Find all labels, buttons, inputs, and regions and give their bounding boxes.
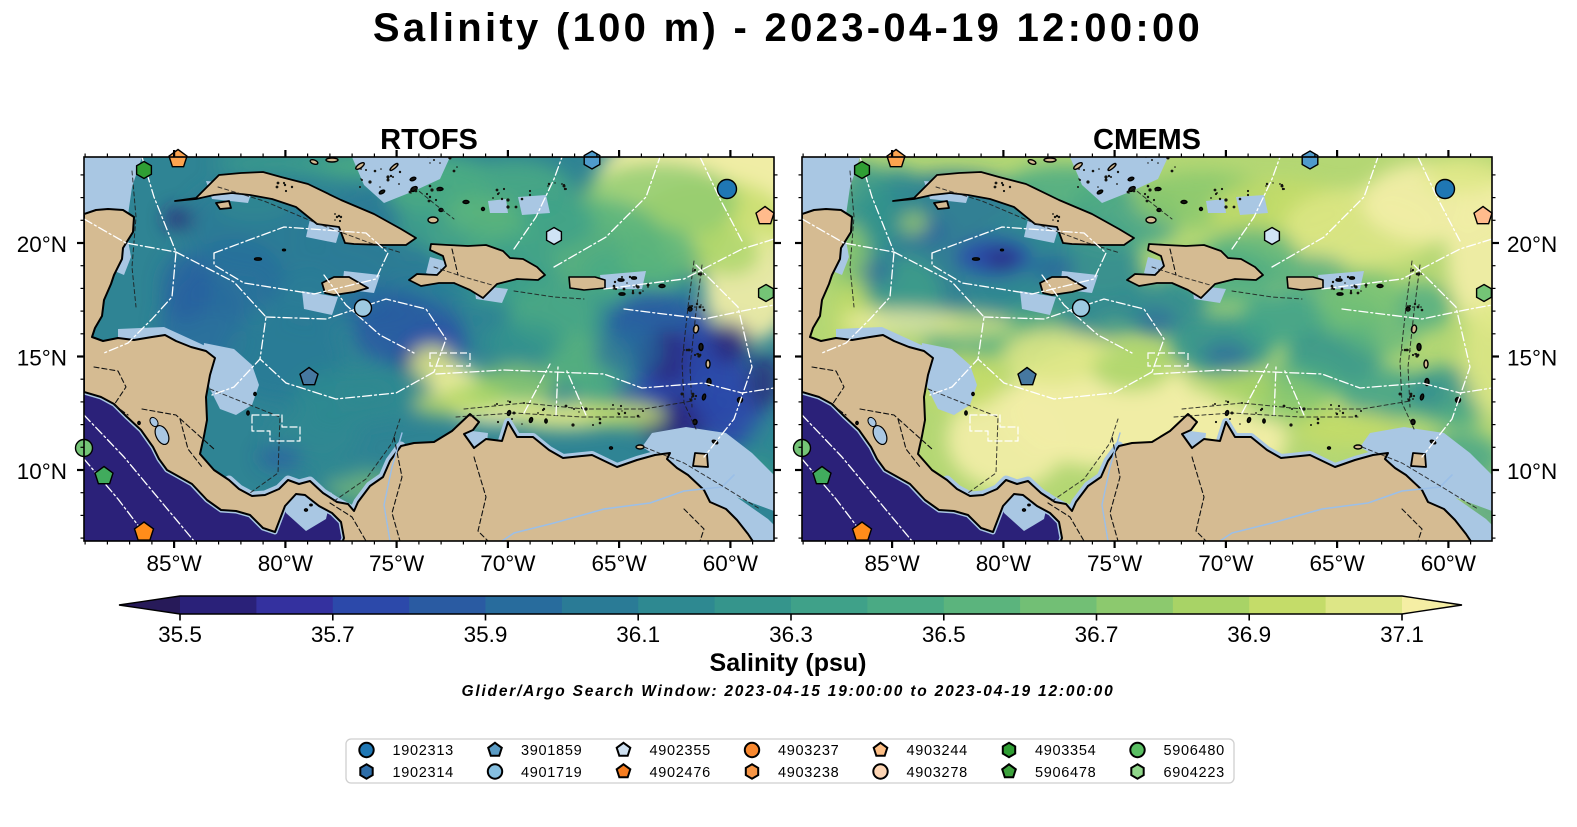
svg-text:10°N: 10°N [1507,459,1557,484]
svg-text:85°W: 85°W [864,551,920,576]
svg-text:36.9: 36.9 [1227,622,1271,647]
svg-text:85°W: 85°W [146,551,202,576]
svg-text:60°W: 60°W [703,551,759,576]
svg-text:36.3: 36.3 [769,622,813,647]
svg-text:Salinity (100 m) - 2023-04-19: Salinity (100 m) - 2023-04-19 12:00:00 [373,6,1203,50]
svg-text:70°W: 70°W [1198,551,1254,576]
svg-text:4903237: 4903237 [778,743,839,759]
svg-text:36.1: 36.1 [616,622,660,647]
svg-text:4903354: 4903354 [1035,743,1096,759]
svg-text:15°N: 15°N [1507,346,1557,371]
svg-text:10°N: 10°N [17,459,67,484]
svg-text:70°W: 70°W [480,551,536,576]
svg-text:65°W: 65°W [1309,551,1365,576]
svg-text:1902313: 1902313 [393,743,454,759]
svg-text:4903278: 4903278 [907,765,968,781]
svg-text:20°N: 20°N [17,232,67,257]
svg-text:4901719: 4901719 [521,765,582,781]
svg-text:37.1: 37.1 [1380,622,1424,647]
svg-text:4902355: 4902355 [650,743,711,759]
svg-text:36.5: 36.5 [922,622,966,647]
svg-text:60°W: 60°W [1421,551,1477,576]
svg-text:80°W: 80°W [976,551,1032,576]
svg-text:1902314: 1902314 [393,765,454,781]
svg-text:6904223: 6904223 [1164,765,1225,781]
svg-text:CMEMS: CMEMS [1093,124,1201,156]
svg-text:15°N: 15°N [17,346,67,371]
svg-text:4902476: 4902476 [650,765,711,781]
svg-text:RTOFS: RTOFS [380,124,478,156]
svg-text:Glider/Argo Search Window: 202: Glider/Argo Search Window: 2023-04-15 19… [461,683,1114,700]
svg-text:80°W: 80°W [258,551,314,576]
svg-text:4903238: 4903238 [778,765,839,781]
svg-text:65°W: 65°W [591,551,647,576]
svg-text:35.9: 35.9 [464,622,508,647]
svg-text:5906478: 5906478 [1035,765,1096,781]
svg-text:75°W: 75°W [369,551,425,576]
svg-text:3901859: 3901859 [521,743,582,759]
svg-text:75°W: 75°W [1087,551,1143,576]
svg-text:5906480: 5906480 [1164,743,1225,759]
svg-text:36.7: 36.7 [1075,622,1119,647]
svg-text:4903244: 4903244 [907,743,968,759]
svg-text:20°N: 20°N [1507,232,1557,257]
svg-text:Salinity (psu): Salinity (psu) [710,649,867,677]
svg-text:35.7: 35.7 [311,622,355,647]
svg-text:35.5: 35.5 [158,622,202,647]
